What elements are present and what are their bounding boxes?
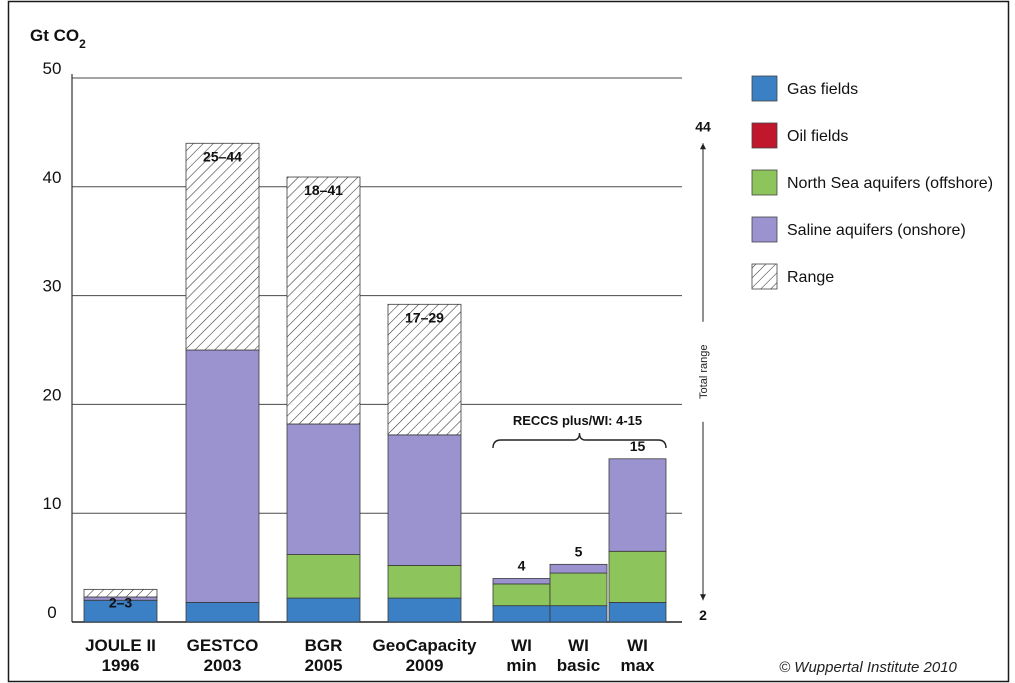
- legend-swatch: [751, 216, 778, 243]
- y-tick-label: 10: [43, 494, 62, 513]
- bar-segment-4-5: [387, 303, 462, 436]
- y-tick-label: 0: [47, 603, 56, 622]
- bar-segment-2-5: [185, 142, 260, 351]
- bar-value-label: 15: [630, 438, 646, 454]
- bar-value-label: 2–3: [109, 594, 133, 610]
- legend-swatch: [751, 122, 778, 149]
- category-label-line2: 2003: [204, 656, 242, 675]
- bar-segment-2-4: [185, 349, 260, 603]
- category-label-line2: min: [506, 656, 536, 675]
- total-range-top: 44: [695, 118, 711, 134]
- category-label-line1: WI: [627, 636, 648, 655]
- bracket-label: RECCS plus/WI: 4-15: [513, 413, 642, 428]
- legend-label: North Sea aquifers (offshore): [787, 175, 993, 192]
- legend-swatch: [751, 263, 778, 290]
- y-tick-label: 20: [43, 385, 62, 404]
- bar-segment-6-3: [549, 572, 608, 607]
- category-label-line1: WI: [511, 636, 532, 655]
- bar-value-label: 5: [575, 543, 583, 559]
- bar-value-label: 18–41: [304, 182, 343, 198]
- legend-label: Gas fields: [787, 81, 858, 98]
- bar-segment-4-1: [387, 597, 462, 623]
- credit-text: © Wuppertal Institute 2010: [779, 659, 957, 676]
- bar-segment-2-1: [185, 602, 260, 623]
- legend-swatch: [751, 169, 778, 196]
- wi-bracket: [492, 432, 667, 449]
- bar-segment-5-3: [492, 583, 551, 607]
- category-label-line1: JOULE II: [85, 636, 156, 655]
- category-label-line2: 1996: [102, 656, 140, 675]
- category-label-line2: max: [620, 656, 655, 675]
- bar-segment-7-1: [608, 602, 667, 623]
- category-label-line1: GeoCapacity: [373, 636, 477, 655]
- bar-segment-5-1: [492, 605, 551, 623]
- legend-swatch: [751, 75, 778, 102]
- arrow-up-icon: [700, 143, 706, 150]
- bar-segment-3-1: [286, 597, 361, 623]
- category-label-line2: 2005: [305, 656, 343, 675]
- bar-value-label: 25–44: [203, 148, 242, 164]
- category-label-line1: GESTCO: [187, 636, 259, 655]
- arrow-down-icon: [700, 594, 706, 601]
- total-range-bottom: 2: [699, 607, 707, 623]
- bar-segment-3-3: [286, 554, 361, 599]
- legend-label: Oil fields: [787, 128, 848, 145]
- bar-segment-3-5: [286, 176, 361, 425]
- y-tick-label: 30: [43, 277, 62, 296]
- bar-segment-7-4: [608, 458, 667, 552]
- legend: Gas fields Oil fields North Sea aquifers (…: [751, 75, 993, 290]
- bar-segment-4-4: [387, 434, 462, 566]
- bar-segment-6-4: [549, 563, 608, 574]
- y-tick-label: 50: [43, 59, 62, 78]
- bar-value-label: 4: [518, 557, 526, 573]
- bar-segment-3-4: [286, 423, 361, 555]
- category-label-line1: BGR: [305, 636, 343, 655]
- category-label-line2: basic: [557, 656, 600, 675]
- bar-segment-1-5: [83, 588, 158, 598]
- category-label-line1: WI: [568, 636, 589, 655]
- chart-frame: [7, 0, 1010, 683]
- y-tick-label: 40: [43, 168, 62, 187]
- bars: [83, 142, 667, 623]
- total-range-label: Total range: [698, 345, 710, 399]
- legend-label: Saline aquifers (onshore): [787, 222, 966, 239]
- bar-segment-5-4: [492, 578, 551, 585]
- bar-value-label: 17–29: [405, 309, 444, 325]
- legend-label: Range: [787, 269, 834, 286]
- bar-segment-4-3: [387, 565, 462, 599]
- annotations: RECCS plus/WI: 4-15 44 2 Total range © Wuppe…: [492, 118, 958, 676]
- bar-segment-6-1: [549, 605, 608, 623]
- bar-segment-7-3: [608, 550, 667, 603]
- category-label-line2: 2009: [406, 656, 444, 675]
